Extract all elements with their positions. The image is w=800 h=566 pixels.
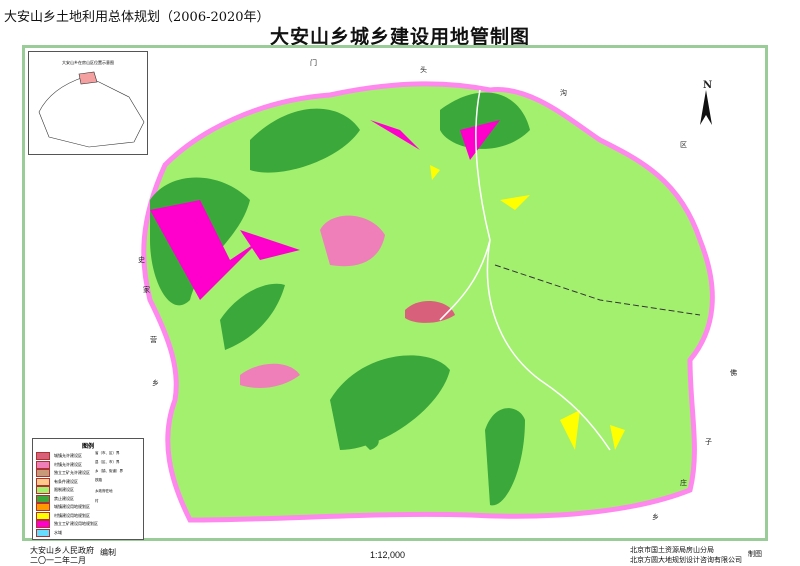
forbidden-zone <box>250 108 360 173</box>
neighbor-label: 沟 <box>560 89 567 97</box>
legend-item: 独立工矿允许建设区 <box>36 469 143 478</box>
legend-item: 水域 <box>36 528 143 538</box>
legend-label: 水域 <box>54 529 62 535</box>
legend-swatch <box>36 494 50 503</box>
legend-swatch <box>36 520 50 529</box>
legend-item: 有条件建设区 <box>36 477 143 487</box>
village-zone <box>240 363 300 388</box>
footer-draw-label: 制图 <box>748 550 762 558</box>
legend-line-item: 铁路 <box>95 478 102 482</box>
north-arrow-label: N <box>703 80 713 91</box>
neighbor-label: 家 <box>143 286 150 294</box>
legend-line-item: 乡（镇、街道）界 <box>95 469 123 473</box>
legend-swatch <box>36 503 50 512</box>
mining-zone <box>150 120 500 300</box>
scale-label: 1:12,000 <box>370 550 406 560</box>
footer-org2: 北京方圆大地规划设计咨询有限公司 <box>630 556 742 564</box>
legend-label: 有条件建设区 <box>54 478 78 484</box>
neighbor-label: 庄 <box>680 479 687 487</box>
neighbor-label: 门 <box>310 59 317 67</box>
legend-line-item: 村 <box>95 499 99 503</box>
legend-item: 村镇允许建设区 <box>36 460 143 470</box>
neighbor-label: 乡 <box>152 379 159 387</box>
legend-swatch <box>36 486 50 495</box>
legend-label: 独立工矿允许建设区 <box>54 470 90 476</box>
legend-label: 村镇允许建设区 <box>54 461 82 467</box>
footer-compile-label: 编制 <box>100 548 116 557</box>
forbidden-zone <box>330 355 450 450</box>
river <box>439 89 611 451</box>
legend-item: 禁止建设区 <box>36 494 143 504</box>
legend-line-item: 县（区、市）界 <box>95 460 120 464</box>
legend-label: 限制建设区 <box>54 487 74 493</box>
village-zone <box>320 215 385 267</box>
neighbor-label: 营 <box>150 336 157 344</box>
legend-swatch <box>36 477 50 486</box>
legend-item: 限制建设区 <box>36 486 143 495</box>
forbidden-zone <box>485 408 525 506</box>
legend-label: 禁止建设区 <box>54 495 74 501</box>
neighbor-label: 佛 <box>730 369 737 377</box>
legend-item: 城镇建设用地规划区 <box>36 503 143 512</box>
north-arrow-icon <box>700 90 712 125</box>
legend-line-item: 省（市、区）界 <box>95 451 120 455</box>
legend-line-item: 乡政府驻地 <box>95 489 113 493</box>
legend-item: 村镇建设用地规划区 <box>36 511 143 521</box>
inset-map <box>38 71 145 148</box>
neighbor-label: 头 <box>420 66 427 74</box>
footer-org1: 北京市国土资源局房山分局 <box>630 546 714 554</box>
map-title: 大安山乡城乡建设用地管制图 <box>269 26 530 48</box>
footer-date: 二〇一二年二月 <box>30 556 86 565</box>
legend-label: 城镇允许建设区 <box>54 453 82 459</box>
location-inset: 大安山乡在房山区位置示意图 <box>28 51 148 155</box>
forbidden-zone <box>360 436 379 450</box>
footer-compiler: 大安山乡人民政府 <box>30 546 94 555</box>
forbidden-zone <box>220 283 285 350</box>
legend-item: 城镇允许建设区 <box>36 452 143 461</box>
legend-swatch <box>36 469 50 478</box>
neighbor-label: 乡 <box>652 513 659 521</box>
railway <box>494 264 701 316</box>
legend-swatch <box>36 528 50 537</box>
legend-label: 城镇建设用地规划区 <box>54 504 90 510</box>
legend-item: 独立工矿建设用地规划区 <box>36 520 143 529</box>
series-title: 大安山乡土地利用总体规划（2006-2020年） <box>4 10 270 25</box>
inset-title: 大安山乡在房山区位置示意图 <box>62 60 114 65</box>
legend-label: 村镇建设用地规划区 <box>54 512 90 518</box>
legend-swatch <box>36 452 50 461</box>
legend-swatch <box>36 511 50 520</box>
neighbor-label: 史 <box>138 256 145 264</box>
legend-label: 独立工矿建设用地规划区 <box>54 521 98 527</box>
map-frame <box>22 45 768 541</box>
legend: 图例 城镇允许建设区 村镇允许建设区独立工矿允许建设区 有条件建设区 限制建设区禁止建… <box>32 438 144 540</box>
legend-title: 图例 <box>81 443 94 450</box>
neighbor-label: 子 <box>705 438 712 446</box>
legend-swatch <box>36 460 50 469</box>
neighbor-label: 区 <box>680 141 687 149</box>
